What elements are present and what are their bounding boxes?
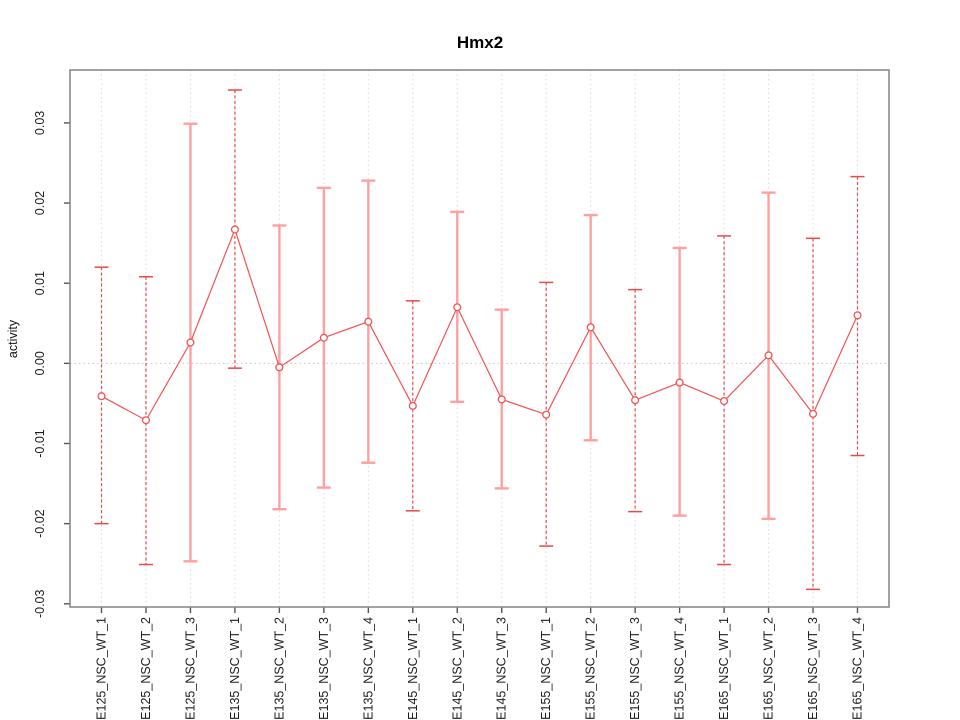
y-tick-label: 0.03 xyxy=(33,111,47,135)
data-point xyxy=(186,338,195,347)
data-point xyxy=(586,323,595,332)
x-tick-label: E155_NSC_WT_2 xyxy=(584,617,598,720)
x-tick-label: E135_NSC_WT_4 xyxy=(361,617,375,720)
data-point xyxy=(853,311,862,320)
x-tick-label: E155_NSC_WT_4 xyxy=(673,617,687,720)
data-point xyxy=(631,396,640,405)
x-tick-label: E155_NSC_WT_1 xyxy=(539,617,553,720)
x-tick-label: E135_NSC_WT_2 xyxy=(272,617,286,720)
x-tick-label: E155_NSC_WT_3 xyxy=(628,617,642,720)
data-point xyxy=(764,351,773,360)
data-point xyxy=(675,378,684,387)
data-point xyxy=(542,410,551,419)
data-point xyxy=(97,392,106,401)
x-tick-label: E125_NSC_WT_3 xyxy=(183,617,197,720)
x-tick-label: E145_NSC_WT_2 xyxy=(450,617,464,720)
y-tick-label: -0.02 xyxy=(33,509,47,538)
data-point xyxy=(497,395,506,404)
data-point xyxy=(275,363,284,372)
x-tick-label: E165_NSC_WT_4 xyxy=(851,617,865,720)
y-tick-label: 0.01 xyxy=(33,271,47,295)
x-tick-label: E165_NSC_WT_3 xyxy=(806,617,820,720)
y-axis-title: activity xyxy=(6,319,20,359)
y-tick-label: 0.00 xyxy=(33,351,47,375)
series-line xyxy=(101,227,859,422)
data-point xyxy=(808,409,818,418)
x-tick-label: E125_NSC_WT_1 xyxy=(95,617,109,720)
data-point xyxy=(141,416,151,425)
x-tick-label: E135_NSC_WT_1 xyxy=(228,617,242,720)
plot-border xyxy=(69,69,890,608)
x-tick-label: E165_NSC_WT_2 xyxy=(762,617,776,720)
x-tick-label: E135_NSC_WT_3 xyxy=(317,617,331,720)
x-tick-label: E165_NSC_WT_1 xyxy=(717,617,731,720)
x-tick-label: E145_NSC_WT_1 xyxy=(406,617,420,720)
data-point xyxy=(453,303,462,312)
data-point xyxy=(230,225,239,234)
data-point xyxy=(319,333,328,342)
data-point xyxy=(408,401,417,410)
data-point xyxy=(364,317,373,326)
y-tick-label: -0.03 xyxy=(33,590,47,619)
chart-title: Hmx2 xyxy=(456,33,504,52)
data-point xyxy=(720,396,729,406)
y-tick-label: 0.02 xyxy=(33,191,47,215)
x-tick-label: E125_NSC_WT_2 xyxy=(139,617,153,720)
y-tick-label: -0.01 xyxy=(33,429,47,458)
x-tick-label: E145_NSC_WT_3 xyxy=(495,617,509,720)
